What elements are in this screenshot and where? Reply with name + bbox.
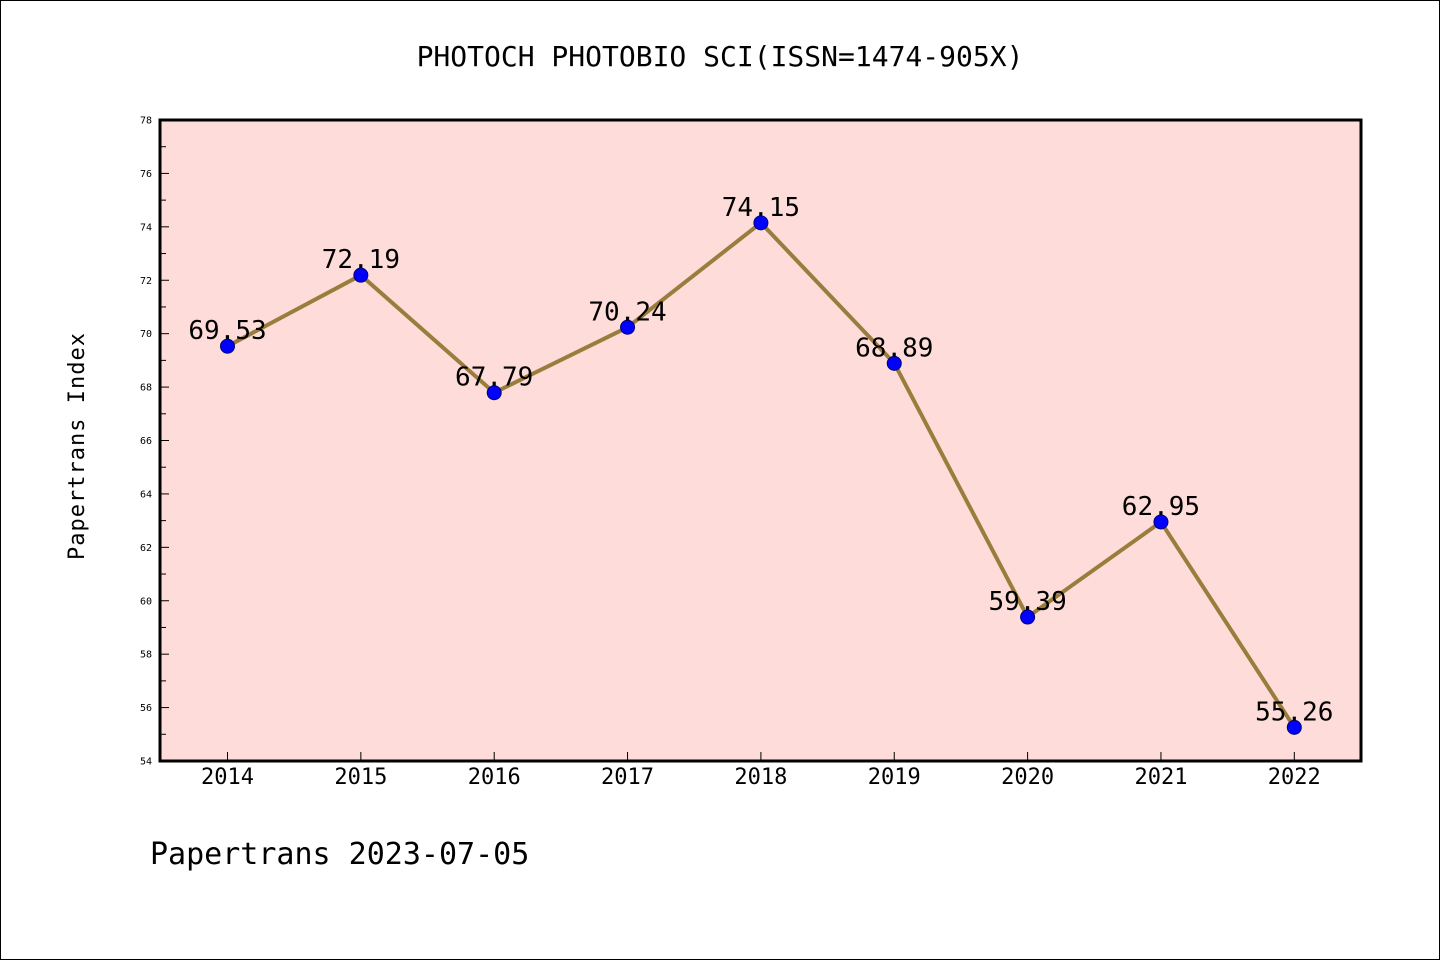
y-tick-label: 64 [140, 489, 152, 500]
x-tick-label: 2015 [334, 765, 387, 790]
data-label: 70.24 [588, 297, 666, 327]
x-axis: 2014 2015 2016 2017 2018 2019 2020 2021 2022 [201, 752, 1321, 790]
x-tick-label: 2020 [1001, 765, 1054, 790]
data-label: 74.15 [722, 193, 800, 223]
data-point [353, 267, 369, 283]
x-tick-label: 2022 [1268, 765, 1321, 790]
data-label: 69.53 [188, 316, 266, 346]
data-point [486, 385, 502, 401]
data-labels: 69.53 72.19 67.79 70.24 74.15 68.89 59.39 62.95… [188, 193, 1333, 728]
x-tick-label: 2017 [601, 765, 654, 790]
y-tick-label: 54 [140, 757, 152, 768]
data-point [1286, 719, 1302, 735]
data-point [1020, 609, 1036, 625]
y-tick-label: 74 [140, 222, 152, 233]
x-tick-label: 2019 [868, 765, 921, 790]
y-tick-label: 76 [140, 169, 152, 180]
chart-title: PHOTOCH PHOTOBIO SCI(ISSN=1474-905X) [417, 40, 1024, 73]
y-tick-label: 70 [140, 329, 152, 340]
y-tick-label: 56 [140, 703, 152, 714]
data-point [620, 319, 636, 335]
plot-border [158, 118, 1363, 763]
y-tick-label: 58 [140, 650, 152, 661]
y-tick-label: 60 [140, 596, 152, 607]
data-label: 55.26 [1255, 697, 1333, 727]
footer-text: Papertrans 2023-07-05 [150, 837, 529, 872]
x-tick-label: 2014 [201, 765, 254, 790]
x-tick-label: 2021 [1134, 765, 1187, 790]
data-label: 59.39 [988, 587, 1066, 617]
y-tick-label: 72 [140, 276, 152, 287]
x-tick-label: 2016 [468, 765, 521, 790]
y-tick-label: 66 [140, 436, 152, 447]
data-label: 72.19 [322, 245, 400, 275]
y-tick-label: 62 [140, 543, 152, 554]
y-axis-label: Papertrans Index [65, 332, 90, 560]
data-label: 62.95 [1122, 492, 1200, 522]
data-points [220, 215, 1302, 735]
data-label: 68.89 [855, 333, 933, 363]
y-tick-label: 68 [140, 383, 152, 394]
x-tick-label: 2018 [734, 765, 787, 790]
data-label: 67.79 [455, 363, 533, 393]
data-point [886, 355, 902, 371]
data-point [1153, 514, 1169, 530]
y-tick-label: 78 [140, 116, 152, 127]
data-point [220, 338, 235, 354]
data-point [753, 215, 769, 231]
